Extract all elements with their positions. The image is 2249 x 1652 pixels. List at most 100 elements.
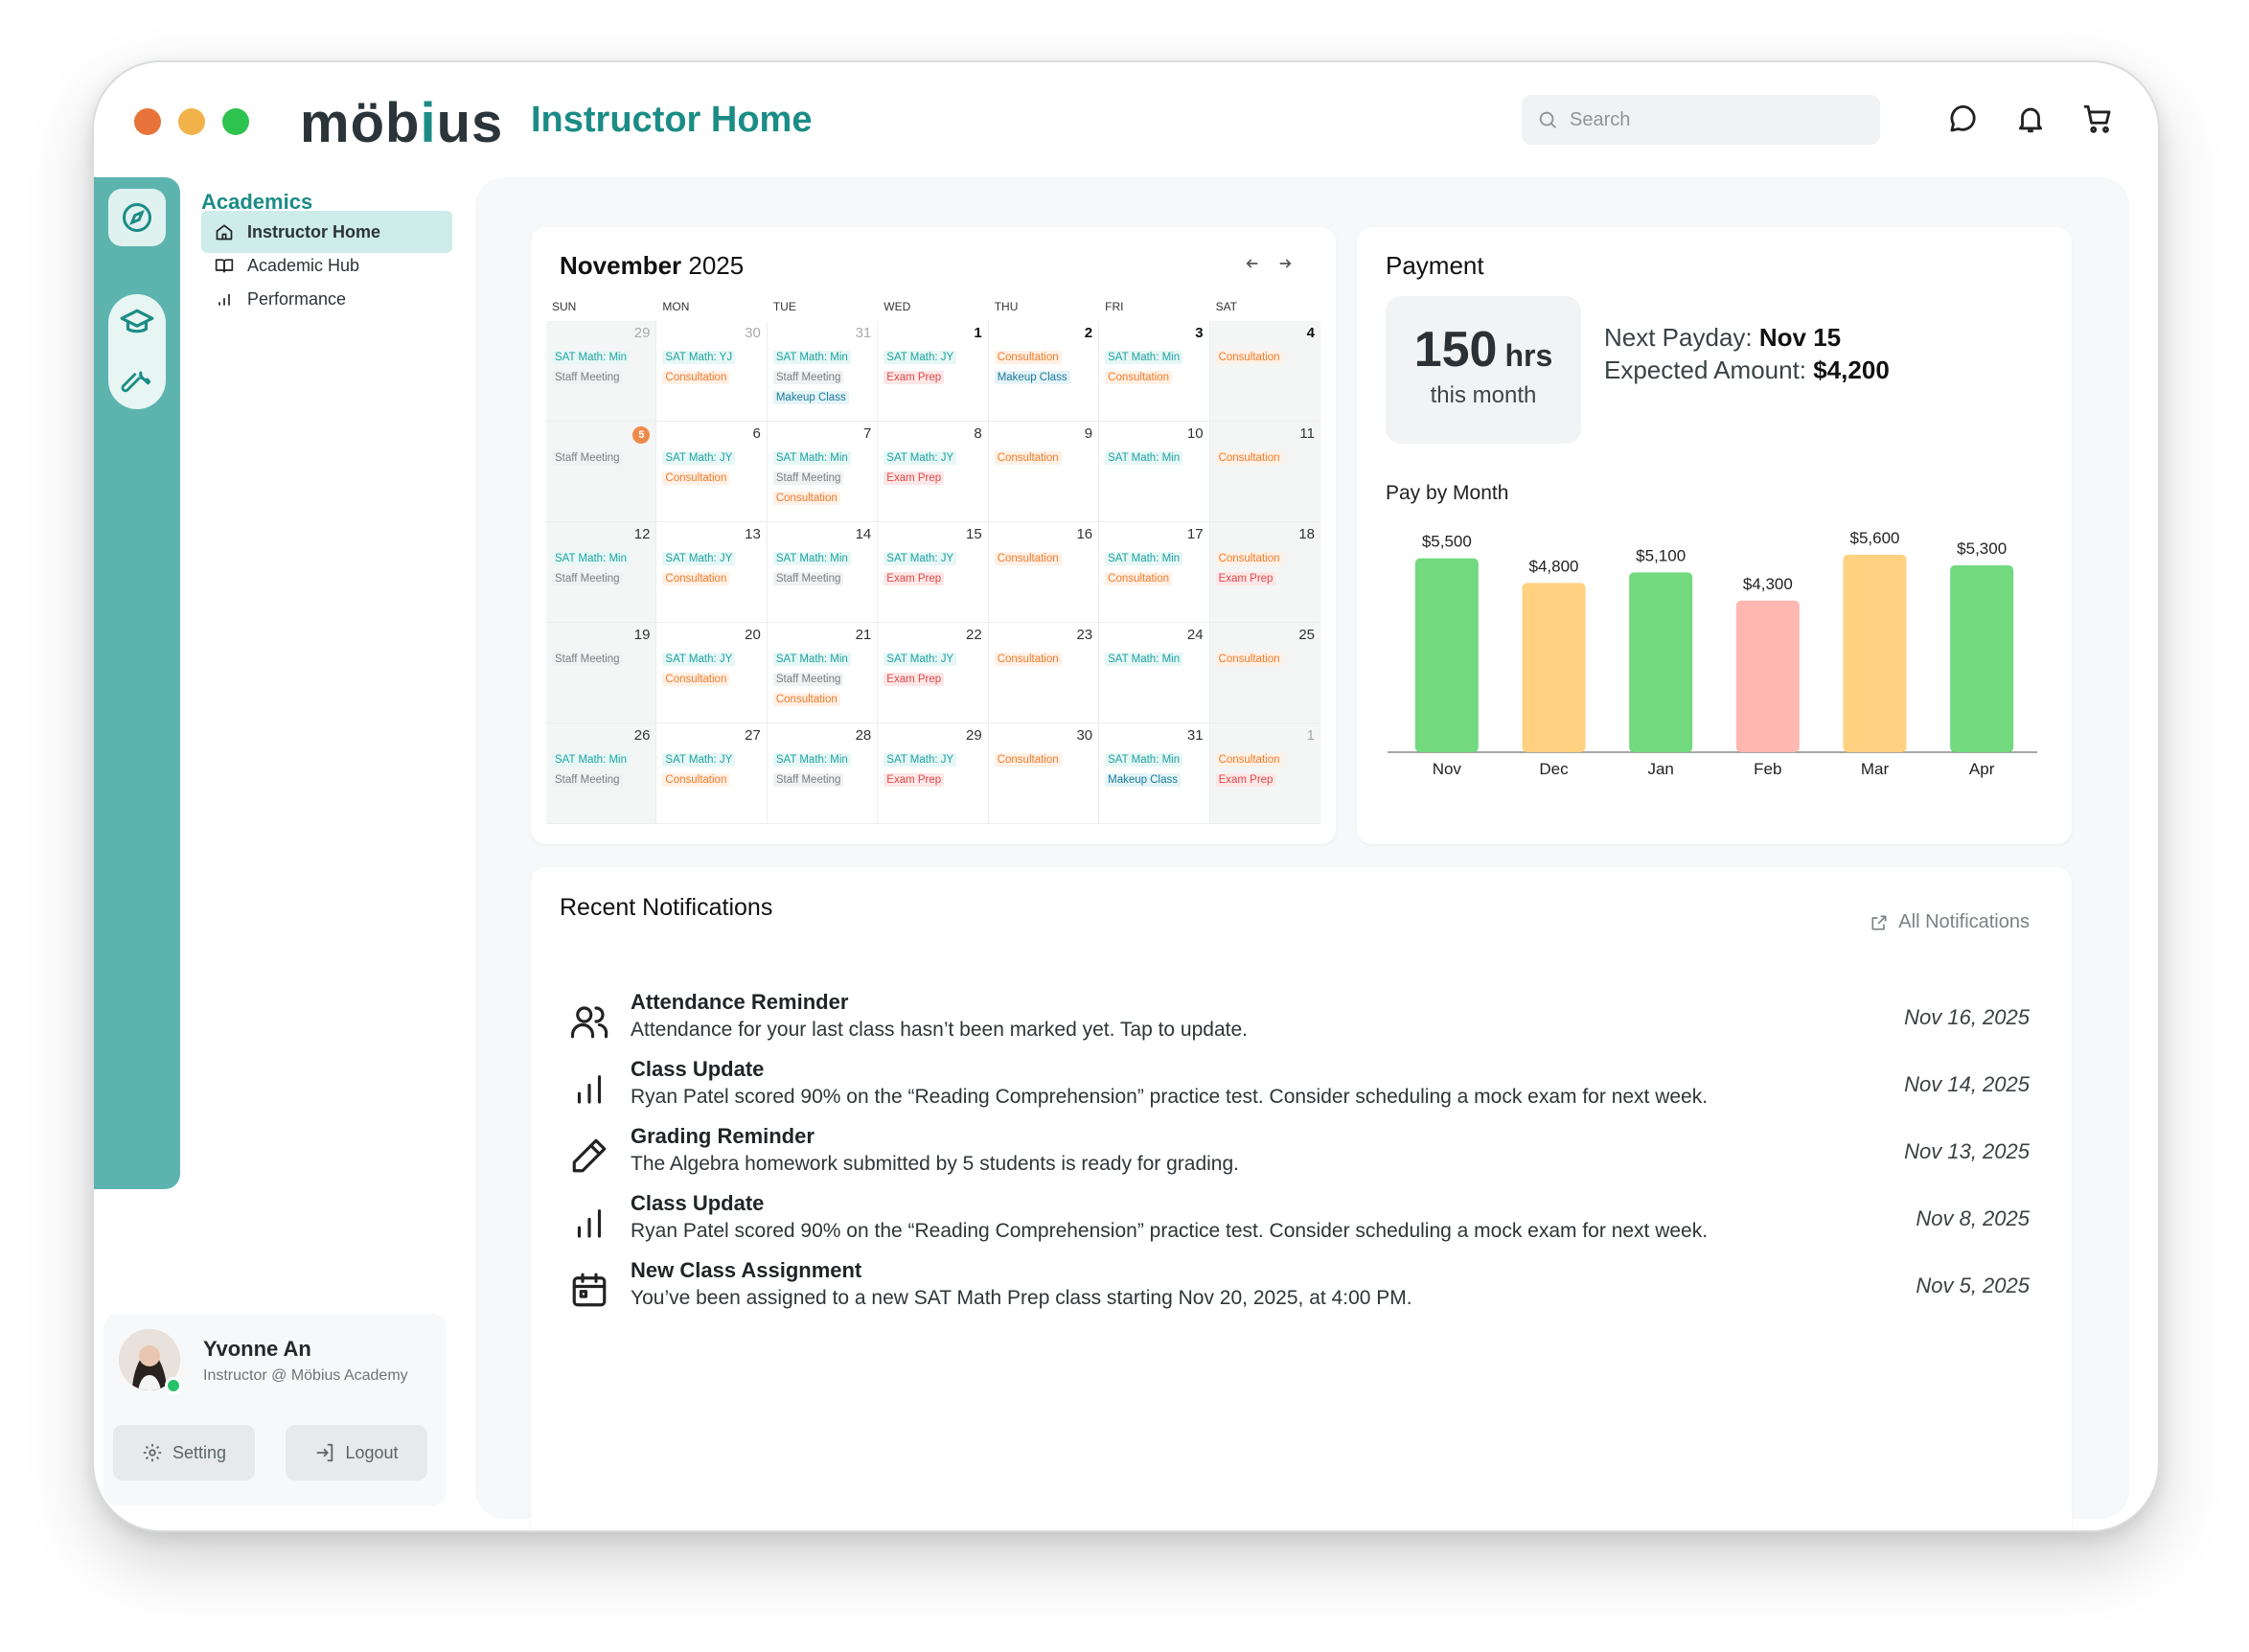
calendar-day-cell[interactable]: 21 SAT Math: Min Staff Meeting Consultation (767, 623, 879, 723)
arrow-left-icon[interactable] (1245, 256, 1260, 271)
minimize-window-button[interactable] (178, 108, 205, 135)
calendar-event[interactable]: SAT Math: JY (884, 552, 957, 565)
calendar-event[interactable]: Consultation (994, 351, 1062, 364)
bar-feb[interactable] (1735, 600, 1800, 752)
calendar-day-cell[interactable]: 31 SAT Math: Min Makeup Class (1099, 723, 1210, 824)
calendar-day-cell[interactable]: 27 SAT Math: JY Consultation (656, 723, 768, 824)
calendar-day-cell[interactable]: 19 Staff Meeting (546, 623, 657, 723)
bar-apr[interactable] (1950, 564, 2014, 752)
calendar-day-cell[interactable]: 26 SAT Math: Min Staff Meeting (546, 723, 657, 824)
calendar-event[interactable]: SAT Math: Min (552, 552, 630, 565)
calendar-day-cell[interactable]: 6 SAT Math: JY Consultation (656, 422, 768, 522)
calendar-day-cell[interactable]: 2 Consultation Makeup Class (988, 321, 1100, 422)
calendar-event[interactable]: Exam Prep (884, 673, 945, 686)
calendar-event[interactable]: SAT Math: JY (884, 753, 957, 767)
notification-item[interactable]: Attendance Reminder Attendance for your l… (560, 990, 2030, 1057)
calendar-event[interactable]: Consultation (662, 773, 730, 787)
calendar-day-cell[interactable]: 29 SAT Math: Min Staff Meeting (546, 321, 657, 422)
calendar-day-cell[interactable]: 20 SAT Math: JY Consultation (656, 623, 768, 723)
calendar-day-cell[interactable]: 5 Staff Meeting (546, 422, 657, 522)
calendar-event[interactable]: Consultation (662, 673, 730, 686)
calendar-day-cell[interactable]: 31 SAT Math: Min Staff Meeting Makeup Class (767, 321, 879, 422)
calendar-day-cell[interactable]: 23 Consultation (988, 623, 1100, 723)
calendar-day-cell[interactable]: 24 SAT Math: Min (1099, 623, 1210, 723)
calendar-event[interactable]: Exam Prep (884, 371, 945, 384)
cart-icon[interactable] (2081, 103, 2114, 135)
calendar-event[interactable]: Consultation (662, 371, 730, 384)
calendar-event[interactable]: Staff Meeting (552, 572, 623, 585)
calendar-event[interactable]: Consultation (772, 492, 840, 505)
calendar-event[interactable]: SAT Math: Min (772, 351, 851, 364)
maximize-window-button[interactable] (222, 108, 249, 135)
calendar-day-cell[interactable]: 1 Consultation Exam Prep (1209, 723, 1320, 824)
notification-item[interactable]: Class Update Ryan Patel scored 90% on the… (560, 1057, 2030, 1124)
calendar-event[interactable]: Exam Prep (884, 773, 945, 787)
notification-item[interactable]: Grading Reminder The Algebra homework sub… (560, 1124, 2030, 1191)
calendar-event[interactable]: Consultation (1215, 351, 1283, 364)
calendar-day-cell[interactable]: 9 Consultation (988, 422, 1100, 522)
calendar-day-cell[interactable]: 10 SAT Math: Min (1099, 422, 1210, 522)
calendar-event[interactable]: SAT Math: Min (1105, 753, 1183, 767)
calendar-event[interactable]: Staff Meeting (772, 673, 844, 686)
tools-rail-button[interactable] (108, 352, 166, 409)
calendar-event[interactable]: SAT Math: Min (772, 552, 851, 565)
notification-item[interactable]: New Class Assignment You’ve been assigned… (560, 1258, 2030, 1325)
calendar-event[interactable]: Consultation (1215, 653, 1283, 666)
calendar-event[interactable]: SAT Math: Min (1105, 451, 1183, 465)
search-input[interactable]: Search (1522, 95, 1880, 145)
calendar-event[interactable]: Staff Meeting (772, 773, 844, 787)
calendar-event[interactable]: Staff Meeting (772, 371, 844, 384)
calendar-day-cell[interactable]: 15 SAT Math: JY Exam Prep (878, 522, 989, 623)
calendar-event[interactable]: SAT Math: JY (662, 753, 736, 767)
calendar-event[interactable]: Staff Meeting (772, 471, 844, 485)
calendar-day-cell[interactable]: 1 SAT Math: JY Exam Prep (878, 321, 989, 422)
logout-button[interactable]: Logout (286, 1425, 427, 1480)
calendar-event[interactable]: Makeup Class (772, 391, 849, 404)
calendar-day-cell[interactable]: 28 SAT Math: Min Staff Meeting (767, 723, 879, 824)
bar-dec[interactable] (1522, 583, 1586, 752)
calendar-day-cell[interactable]: 13 SAT Math: JY Consultation (656, 522, 768, 623)
bar-mar[interactable] (1843, 554, 1907, 752)
calendar-event[interactable]: Consultation (1215, 552, 1283, 565)
calendar-day-cell[interactable]: 25 Consultation (1209, 623, 1320, 723)
calendar-event[interactable]: SAT Math: Min (772, 451, 851, 465)
sidebar-item-performance[interactable]: Performance (201, 278, 452, 320)
arrow-right-icon[interactable] (1277, 256, 1293, 271)
calendar-event[interactable]: Consultation (994, 451, 1062, 465)
calendar-day-cell[interactable]: 7 SAT Math: Min Staff Meeting Consultation (767, 422, 879, 522)
calendar-day-cell[interactable]: 8 SAT Math: JY Exam Prep (878, 422, 989, 522)
calendar-day-cell[interactable]: 30 SAT Math: YJ Consultation (656, 321, 768, 422)
calendar-day-cell[interactable]: 14 SAT Math: Min Staff Meeting (767, 522, 879, 623)
calendar-event[interactable]: Consultation (994, 653, 1062, 666)
bar-jan[interactable] (1629, 572, 1693, 752)
chat-icon[interactable] (1947, 103, 1980, 135)
calendar-event[interactable]: SAT Math: Min (552, 351, 630, 364)
setting-button[interactable]: Setting (113, 1425, 255, 1480)
calendar-event[interactable]: Consultation (1215, 451, 1283, 465)
calendar-event[interactable]: SAT Math: Min (772, 653, 851, 666)
calendar-event[interactable]: SAT Math: JY (884, 451, 957, 465)
calendar-event[interactable]: SAT Math: YJ (662, 351, 736, 364)
calendar-event[interactable]: Makeup Class (1105, 773, 1182, 787)
bell-icon[interactable] (2014, 103, 2047, 135)
calendar-event[interactable]: Staff Meeting (552, 653, 623, 666)
calendar-event[interactable]: Makeup Class (994, 371, 1070, 384)
sidebar-item-instructor-home[interactable]: Instructor Home (201, 211, 452, 253)
calendar-event[interactable]: Consultation (772, 693, 840, 706)
calendar-day-cell[interactable]: 11 Consultation (1209, 422, 1320, 522)
calendar-event[interactable]: SAT Math: JY (662, 552, 736, 565)
calendar-event[interactable]: Consultation (994, 753, 1062, 767)
calendar-event[interactable]: Exam Prep (884, 471, 945, 485)
notification-item[interactable]: Class Update Ryan Patel scored 90% on the… (560, 1191, 2030, 1258)
explore-rail-button[interactable] (108, 189, 166, 246)
calendar-event[interactable]: Consultation (1105, 371, 1173, 384)
calendar-event[interactable]: SAT Math: JY (662, 653, 736, 666)
calendar-day-cell[interactable]: 17 SAT Math: Min Consultation (1099, 522, 1210, 623)
calendar-event[interactable]: Staff Meeting (552, 451, 623, 465)
calendar-event[interactable]: Staff Meeting (772, 572, 844, 585)
calendar-day-cell[interactable]: 4 Consultation (1209, 321, 1320, 422)
all-notifications-link[interactable]: All Notifications (1870, 911, 2030, 933)
calendar-day-cell[interactable]: 12 SAT Math: Min Staff Meeting (546, 522, 657, 623)
calendar-event[interactable]: SAT Math: JY (662, 451, 736, 465)
calendar-event[interactable]: Consultation (1215, 753, 1283, 767)
